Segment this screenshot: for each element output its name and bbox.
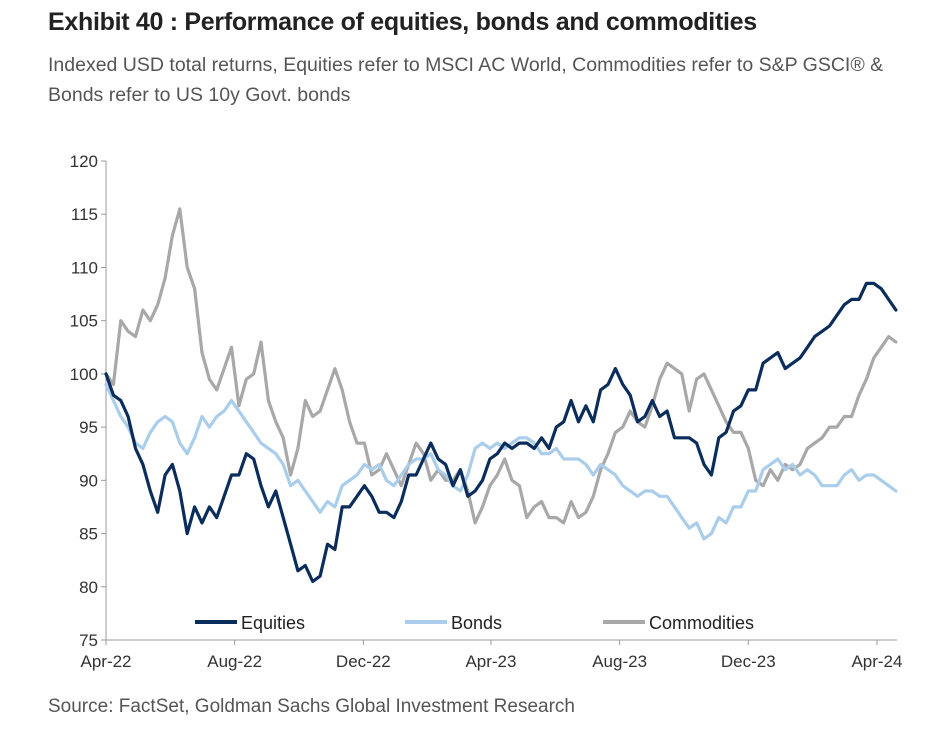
legend-label-bonds: Bonds: [451, 613, 502, 633]
legend-label-equities: Equities: [241, 613, 305, 633]
y-tick-label: 90: [79, 471, 98, 490]
y-tick-label: 110: [71, 258, 98, 277]
series-line-equities: [104, 281, 898, 584]
line-chart: 75 80 85 90 95 100 105 110 115 120 Apr-22 Aug-22 Dec…: [70, 152, 903, 671]
x-tick-label: Apr-23: [465, 652, 516, 671]
chart-subtitle: Indexed USD total returns, Equities refe…: [48, 54, 884, 106]
y-tick-label: 105: [70, 312, 98, 331]
y-tick-label: 120: [70, 152, 98, 171]
legend-label-commodities: Commodities: [649, 613, 754, 633]
x-tick-label: Aug-22: [207, 652, 262, 671]
chart-axes: 75 80 85 90 95 100 105 110 115 120 Apr-22 Aug-22 Dec…: [70, 152, 903, 671]
y-tick-label: 95: [79, 418, 98, 437]
x-tick-label: Dec-22: [336, 652, 391, 671]
x-tick-label: Dec-23: [721, 652, 776, 671]
series-line-commodities: [104, 207, 898, 525]
y-tick-label: 85: [79, 525, 98, 544]
x-tick-label: Apr-24: [851, 652, 902, 671]
x-tick-label: Aug-23: [592, 652, 647, 671]
chart-title: Exhibit 40 : Performance of equities, bo…: [48, 8, 757, 36]
chart-legend: Equities Bonds Commodities: [195, 613, 754, 633]
chart-series: [104, 207, 898, 584]
source-note: Source: FactSet, Goldman Sachs Global In…: [48, 696, 575, 717]
y-tick-label: 115: [71, 205, 98, 224]
series-line-bonds: [104, 382, 898, 541]
y-tick-label: 75: [79, 631, 98, 650]
y-tick-label: 100: [70, 365, 98, 384]
x-tick-label: Apr-22: [80, 652, 131, 671]
y-tick-label: 80: [79, 578, 98, 597]
